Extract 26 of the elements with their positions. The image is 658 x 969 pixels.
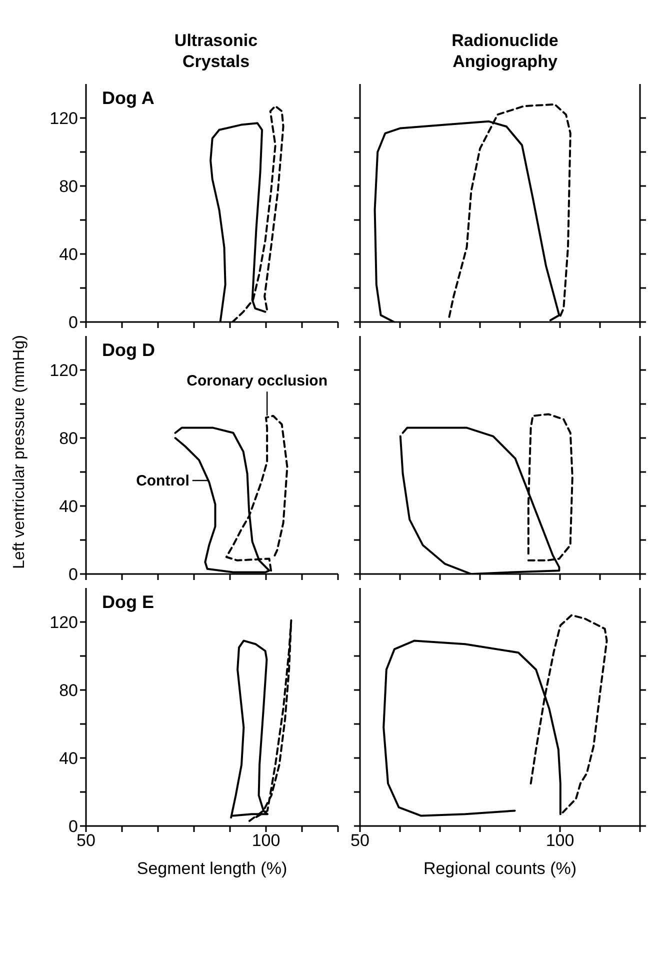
annotation: Dog E	[102, 592, 154, 613]
x-axis-title: Segment length (%)	[136, 859, 288, 878]
x-tick-label: 100	[546, 831, 574, 850]
y-tick-label: 80	[59, 177, 78, 196]
x-tick-label: 50	[76, 831, 96, 850]
y-tick-label: 80	[59, 681, 78, 700]
annotation: Control	[136, 472, 190, 490]
y-tick-label: 0	[68, 313, 78, 332]
y-axis-title: Left ventricular pressure (mmHg)	[10, 335, 29, 569]
y-tick-label: 40	[59, 497, 78, 516]
y-tick-label: 80	[59, 429, 78, 448]
x-axis-title: Regional counts (%)	[423, 859, 577, 878]
chart-title: Radionuclide Angiography	[450, 30, 560, 72]
y-tick-label: 120	[50, 109, 78, 128]
annotation: Coronary occlusion	[186, 372, 328, 390]
annotation: Dog A	[102, 88, 154, 109]
y-tick-label: 0	[68, 817, 78, 836]
y-tick-label: 40	[59, 749, 78, 768]
x-tick-label: 100	[252, 831, 280, 850]
y-tick-label: 120	[50, 613, 78, 632]
x-tick-label: 50	[350, 831, 370, 850]
chart-title: Ultrasonic Crystals	[173, 30, 259, 72]
annotation: Dog D	[102, 340, 155, 361]
y-tick-label: 0	[68, 565, 78, 584]
y-tick-label: 40	[59, 245, 78, 264]
y-tick-label: 120	[50, 361, 78, 380]
